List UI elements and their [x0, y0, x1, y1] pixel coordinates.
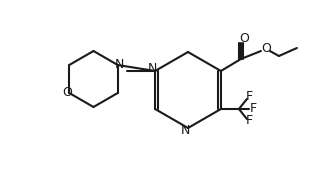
Text: O: O — [239, 31, 249, 44]
Text: F: F — [245, 90, 252, 104]
Text: F: F — [249, 102, 257, 115]
Text: O: O — [62, 87, 72, 100]
Text: N: N — [180, 124, 190, 137]
Text: N: N — [147, 62, 157, 75]
Text: F: F — [245, 114, 252, 127]
Text: N: N — [115, 59, 124, 72]
Text: O: O — [261, 42, 271, 55]
